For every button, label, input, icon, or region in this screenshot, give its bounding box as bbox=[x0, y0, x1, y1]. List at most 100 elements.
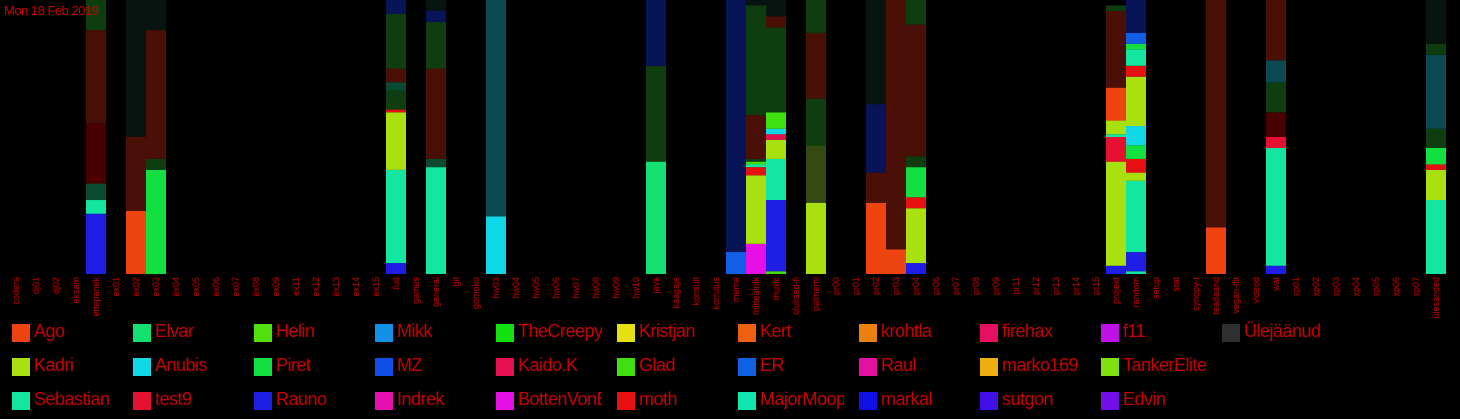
bar-segment-random-7 bbox=[1126, 76, 1146, 127]
legend-swatch bbox=[12, 358, 30, 376]
bar-segment-random-3 bbox=[1126, 172, 1146, 181]
x-tick-label: hw07 bbox=[571, 277, 581, 299]
legend-swatch bbox=[1101, 392, 1119, 410]
x-axis-tick-labels: codera dj01 dj02 eksam ettepanek ex01 ex02 ex03… bbox=[11, 277, 1441, 318]
x-tick-label: java bbox=[651, 277, 661, 295]
x-tick-label: ex01 bbox=[111, 277, 121, 297]
bar-segment-ülesanded-1 bbox=[1426, 169, 1446, 201]
x-tick-label: git bbox=[451, 277, 461, 287]
x-tick-label: ex13 bbox=[331, 277, 341, 297]
bar-segment-fud-4 bbox=[386, 90, 406, 110]
legend-label: Raul bbox=[881, 355, 917, 375]
bar-segment-wat-5 bbox=[1266, 60, 1286, 83]
legend-item: Raul bbox=[847, 352, 965, 382]
bar-segment-ettepanek-3 bbox=[86, 123, 106, 184]
bar-segment-hw03-1 bbox=[486, 0, 506, 217]
bar-segment-ülesanded-3 bbox=[1426, 147, 1446, 165]
legend-label: Rauno bbox=[276, 389, 327, 409]
legend-item: markal bbox=[847, 386, 965, 416]
bar-segment-wat-3 bbox=[1266, 112, 1286, 137]
legend-swatch bbox=[254, 392, 272, 410]
x-tick-label: pr11 bbox=[1011, 277, 1021, 294]
x-tick-label: pr01 bbox=[851, 277, 861, 295]
bar-segment-pr04-5 bbox=[906, 24, 926, 157]
bar-segment-ülesanded-7 bbox=[1426, 0, 1446, 44]
x-tick-label: ex09 bbox=[271, 277, 281, 297]
legend-label: Ülejäänud bbox=[1244, 321, 1321, 341]
x-tick-label: pr00 bbox=[831, 277, 841, 295]
bar-segment-mitteainik-0 bbox=[746, 243, 766, 274]
legend-label: test9 bbox=[155, 389, 192, 409]
x-tick-label: pr04 bbox=[911, 277, 921, 295]
x-tick-label: hw09 bbox=[611, 277, 621, 299]
legend-item: Rauno bbox=[242, 386, 360, 416]
x-tick-label: ex05 bbox=[191, 277, 201, 297]
legend-swatch bbox=[617, 358, 635, 376]
bar-segment-projekt-3 bbox=[1106, 134, 1126, 137]
legend-swatch bbox=[496, 358, 514, 376]
legend-item: Mikk bbox=[363, 318, 481, 348]
bar-segment-music-8 bbox=[766, 16, 786, 28]
bar-segment-ettepanek-1 bbox=[86, 200, 106, 214]
bar-segment-general-3 bbox=[426, 21, 446, 69]
date-label: Mon 18 Feb 2019 bbox=[4, 3, 99, 18]
bar-segment-palmemi-0 bbox=[806, 202, 826, 274]
bar-segment-wat-4 bbox=[1266, 82, 1286, 113]
x-tick-label: hw10 bbox=[631, 277, 641, 299]
legend-label: Ago bbox=[34, 321, 65, 341]
legend-item: sutgon bbox=[968, 386, 1086, 416]
bar-segment-teadaand-1 bbox=[1206, 0, 1226, 228]
bar-segment-pr02-3 bbox=[866, 0, 886, 105]
legend-item: Edvin bbox=[1089, 386, 1207, 416]
legend-swatch bbox=[738, 392, 756, 410]
bar-segment-pr02-2 bbox=[866, 104, 886, 173]
bar-segment-teadaand-0 bbox=[1206, 227, 1226, 274]
bar-segment-hw03-0 bbox=[486, 216, 506, 274]
legend-label: TheCreepySh bbox=[518, 321, 602, 341]
x-tick-label: pr06 bbox=[931, 277, 941, 295]
legend-label: markal bbox=[881, 389, 933, 409]
legend-swatch bbox=[617, 324, 635, 342]
legend-item: firehax bbox=[968, 318, 1086, 348]
legend-swatch bbox=[738, 324, 756, 342]
bar-segment-mitteainik-4 bbox=[746, 161, 766, 165]
legend-label: MajorMoopsy bbox=[760, 389, 844, 409]
bar-segment-ülesanded-0 bbox=[1426, 200, 1446, 274]
bar-segment-ettepanek-2 bbox=[86, 183, 106, 201]
x-tick-label: korrutus bbox=[711, 277, 721, 310]
x-tick-label: gomoku bbox=[471, 277, 481, 309]
bar-segment-music-9 bbox=[766, 0, 786, 17]
x-tick-label: videod bbox=[1251, 277, 1261, 304]
bar-segment-pr04-0 bbox=[906, 263, 926, 274]
x-tick-label: ülesanded bbox=[1431, 277, 1441, 318]
bar-segment-ettepanek-4 bbox=[86, 30, 106, 124]
bar-segment-pr04-2 bbox=[906, 197, 926, 209]
bar-segment-projekt-7 bbox=[1106, 5, 1126, 11]
legend-label: Kristjan bbox=[639, 321, 696, 341]
legend-item: Kaido.K bbox=[484, 352, 602, 382]
legend-item: ER bbox=[726, 352, 844, 382]
legend-label: TankerElite bbox=[1123, 355, 1207, 375]
legend-item: Helin bbox=[242, 318, 360, 348]
bar-segment-fud-1 bbox=[386, 169, 406, 264]
legend-label: moth bbox=[639, 389, 678, 409]
legend-label: Kaido.K bbox=[518, 355, 578, 375]
x-tick-label: pr08 bbox=[971, 277, 981, 295]
bar-segment-music-1 bbox=[766, 200, 786, 272]
x-tick-label: xp06 bbox=[1391, 277, 1401, 297]
legend-item: Glad bbox=[605, 352, 723, 382]
bar-segment-projekt-1 bbox=[1106, 161, 1126, 266]
x-tick-label: pr03 bbox=[891, 277, 901, 295]
x-tick-label: xp02 bbox=[1311, 277, 1321, 297]
bar-segment-pr03-0 bbox=[886, 249, 906, 274]
x-tick-label: ex04 bbox=[171, 277, 181, 297]
bar-segment-music-2 bbox=[766, 158, 786, 201]
bar-segment-mitteainik-2 bbox=[746, 167, 766, 176]
x-tick-label: hw04 bbox=[511, 277, 521, 299]
legend-swatch bbox=[738, 358, 756, 376]
x-tick-label: stat bbox=[1171, 277, 1181, 292]
bar-segment-fud-0 bbox=[386, 263, 406, 274]
bars-layer bbox=[86, 0, 1446, 274]
bar-segment-random-10 bbox=[1126, 43, 1146, 50]
legend-swatch bbox=[859, 392, 877, 410]
